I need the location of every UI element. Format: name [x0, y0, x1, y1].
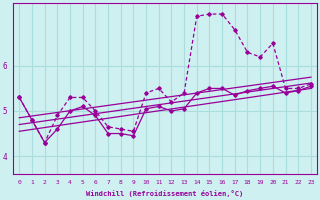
X-axis label: Windchill (Refroidissement éolien,°C): Windchill (Refroidissement éolien,°C): [86, 190, 244, 197]
